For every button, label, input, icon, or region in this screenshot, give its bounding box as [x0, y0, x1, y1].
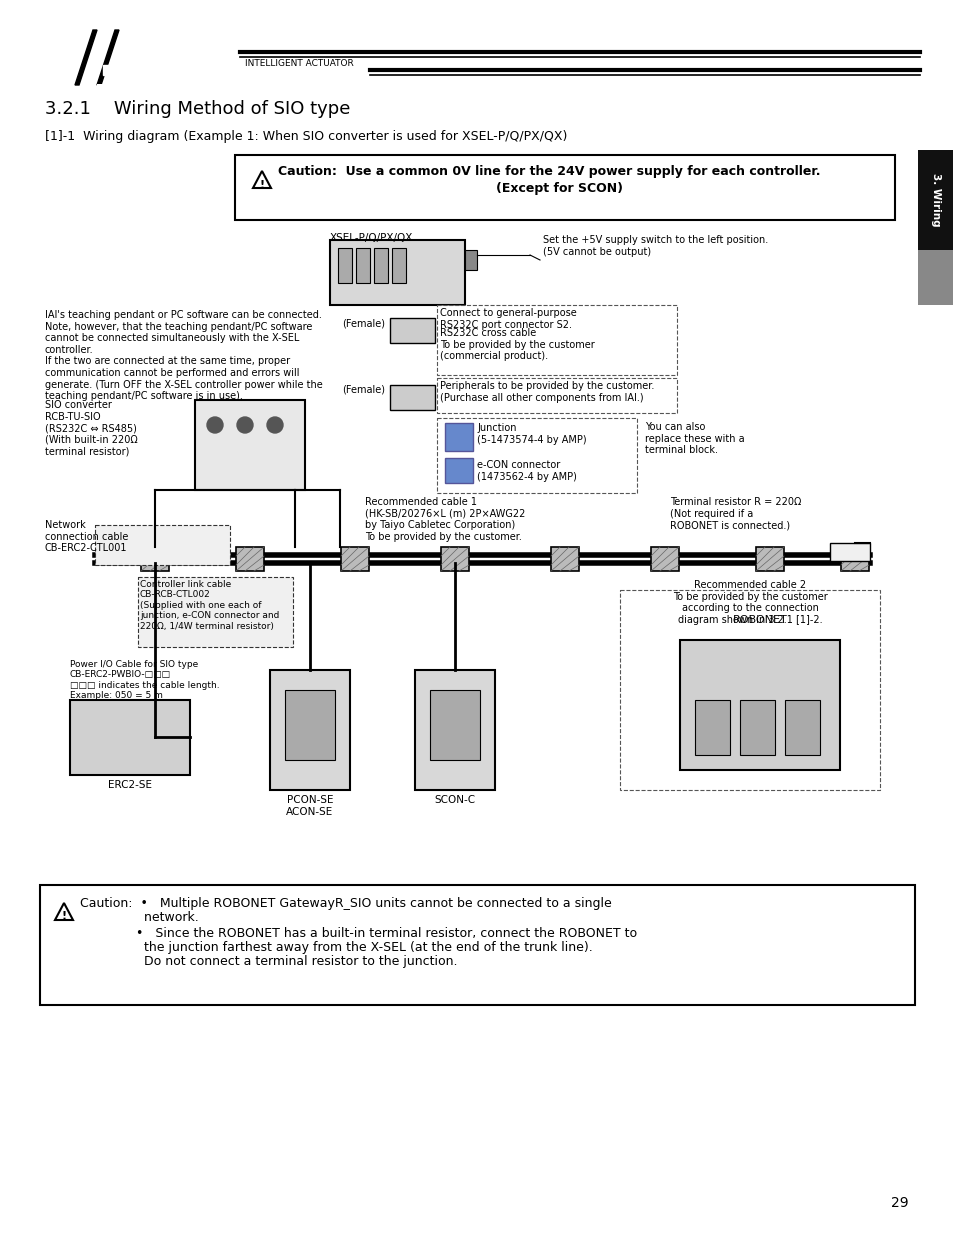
- Polygon shape: [97, 70, 119, 85]
- Bar: [440, 547, 469, 571]
- Text: [1]-1  Wiring diagram (Example 1: When SIO converter is used for XSEL-P/Q/PX/QX): [1]-1 Wiring diagram (Example 1: When SI…: [45, 130, 567, 143]
- Bar: [392, 248, 406, 283]
- Text: !: !: [61, 911, 67, 921]
- Bar: [695, 700, 729, 755]
- Text: Caution:  Use a common 0V line for the 24V power supply for each controller.: Caution: Use a common 0V line for the 24…: [277, 165, 820, 178]
- Text: IAI's teaching pendant or PC software can be connected.
Note, however, that the : IAI's teaching pendant or PC software ca…: [45, 310, 322, 401]
- Bar: [270, 671, 350, 790]
- Bar: [138, 577, 293, 647]
- Bar: [390, 317, 435, 343]
- Text: PCON-SE
ACON-SE: PCON-SE ACON-SE: [286, 795, 334, 816]
- Text: 3. Wiring: 3. Wiring: [930, 173, 940, 227]
- Text: SIO converter
RCB-TU-SIO
(RS232C ⇔ RS485)
(With built-in 220Ω
terminal resistor): SIO converter RCB-TU-SIO (RS232C ⇔ RS485…: [45, 400, 137, 457]
- Bar: [679, 640, 840, 769]
- Bar: [917, 249, 953, 305]
- Text: XSEL-P/Q/PX/QX: XSEL-P/Q/PX/QX: [330, 233, 413, 243]
- Bar: [917, 149, 953, 249]
- Bar: [234, 156, 894, 220]
- Text: Recommended cable 1
(HK-SB/20276×L (m) 2P×AWG22
by Taiyo Cabletec Corporation)
T: Recommended cable 1 (HK-SB/20276×L (m) 2…: [365, 496, 525, 542]
- Bar: [40, 885, 914, 1005]
- Bar: [285, 690, 335, 760]
- Bar: [740, 700, 774, 755]
- Bar: [444, 458, 473, 483]
- Polygon shape: [75, 30, 97, 85]
- Text: the junction farthest away from the X-SEL (at the end of the trunk line).: the junction farthest away from the X-SE…: [80, 941, 592, 953]
- Text: INTELLIGENT ACTUATOR: INTELLIGENT ACTUATOR: [245, 58, 354, 68]
- Circle shape: [236, 417, 253, 433]
- Text: ROBONET: ROBONET: [732, 615, 786, 625]
- Text: network.: network.: [80, 911, 198, 924]
- Text: Caution:  •   Multiple ROBONET GatewayR_SIO units cannot be connected to a singl: Caution: • Multiple ROBONET GatewayR_SIO…: [80, 897, 611, 910]
- Text: Connect to general-purpose
RS232C port connector S2.: Connect to general-purpose RS232C port c…: [439, 308, 577, 330]
- Polygon shape: [97, 30, 119, 85]
- Bar: [784, 700, 820, 755]
- Text: RS232C cross cable
To be provided by the customer
(commercial product).: RS232C cross cable To be provided by the…: [439, 329, 594, 361]
- Bar: [430, 690, 479, 760]
- Circle shape: [207, 417, 223, 433]
- Bar: [436, 305, 677, 375]
- Bar: [436, 417, 637, 493]
- Bar: [355, 248, 370, 283]
- Text: (Except for SCON): (Except for SCON): [496, 182, 623, 195]
- Text: (Female): (Female): [341, 317, 385, 329]
- Bar: [330, 240, 464, 305]
- Bar: [436, 378, 677, 412]
- Bar: [619, 590, 879, 790]
- Bar: [194, 400, 305, 490]
- Text: Controller link cable
CB-RCB-CTL002
(Supplied with one each of
junction, e-CON c: Controller link cable CB-RCB-CTL002 (Sup…: [140, 580, 279, 631]
- Text: You can also
replace these with a
terminal block.: You can also replace these with a termin…: [644, 422, 744, 456]
- Text: Network
connection cable
CB-ERC2-CTL001: Network connection cable CB-ERC2-CTL001: [45, 520, 129, 553]
- Text: Junction
(5-1473574-4 by AMP): Junction (5-1473574-4 by AMP): [476, 424, 586, 445]
- Bar: [374, 248, 388, 283]
- Bar: [650, 547, 679, 571]
- Bar: [444, 424, 473, 451]
- Bar: [337, 248, 352, 283]
- Bar: [340, 547, 369, 571]
- Bar: [464, 249, 476, 270]
- Text: Terminal resistor R = 220Ω
(Not required if a
ROBONET is connected.): Terminal resistor R = 220Ω (Not required…: [669, 496, 801, 530]
- Text: (Female): (Female): [341, 385, 385, 395]
- Bar: [70, 700, 190, 776]
- Text: Power I/O Cable for SIO type
CB-ERC2-PWBIO-□□□
□□□ indicates the cable length.
E: Power I/O Cable for SIO type CB-ERC2-PWB…: [70, 659, 219, 700]
- Bar: [755, 547, 783, 571]
- Text: 29: 29: [890, 1195, 908, 1210]
- Text: 3.2.1    Wiring Method of SIO type: 3.2.1 Wiring Method of SIO type: [45, 100, 350, 119]
- Text: !: !: [259, 180, 264, 190]
- Polygon shape: [103, 65, 111, 75]
- Bar: [141, 547, 169, 571]
- Circle shape: [267, 417, 283, 433]
- Bar: [829, 543, 869, 561]
- Text: ERC2-SE: ERC2-SE: [108, 781, 152, 790]
- Bar: [551, 547, 578, 571]
- Bar: [415, 671, 495, 790]
- Bar: [235, 547, 264, 571]
- Bar: [841, 547, 868, 571]
- Bar: [390, 385, 435, 410]
- Text: Set the +5V supply switch to the left position.
(5V cannot be output): Set the +5V supply switch to the left po…: [542, 235, 767, 257]
- Text: Do not connect a terminal resistor to the junction.: Do not connect a terminal resistor to th…: [80, 955, 457, 968]
- Text: e-CON connector
(1473562-4 by AMP): e-CON connector (1473562-4 by AMP): [476, 459, 577, 482]
- Text: Peripherals to be provided by the customer.
(Purchase all other components from : Peripherals to be provided by the custom…: [439, 382, 654, 403]
- Text: •   Since the ROBONET has a built-in terminal resistor, connect the ROBONET to: • Since the ROBONET has a built-in termi…: [80, 927, 637, 940]
- Text: Recommended cable 2
To be provided by the customer
according to the connection
d: Recommended cable 2 To be provided by th…: [672, 580, 826, 625]
- Bar: [95, 525, 230, 564]
- Text: SCON-C: SCON-C: [434, 795, 475, 805]
